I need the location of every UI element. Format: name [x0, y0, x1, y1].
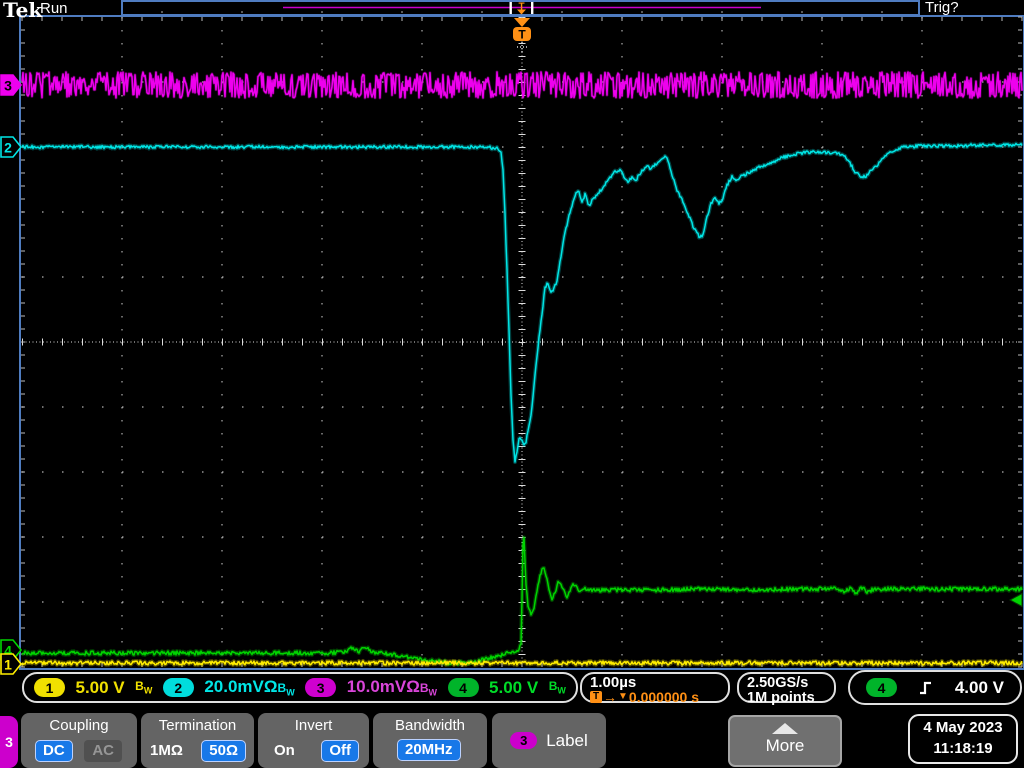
ch1-scale: 5.00 V — [76, 678, 125, 698]
tek-logo: Tek — [3, 0, 42, 22]
coupling-title: Coupling — [21, 717, 137, 734]
date: 4 May 2023 — [910, 716, 1016, 739]
time: 11:18:19 — [910, 739, 1016, 759]
termination-50ohm-button[interactable]: 50Ω — [201, 740, 246, 762]
channel-readout-bar: 1 5.00 V BW 2 20.0mVΩBW 3 10.0mVΩBW 4 5.… — [22, 672, 578, 703]
rising-edge-icon — [919, 680, 933, 696]
trigger-source-badge: 4 — [866, 678, 897, 697]
timebase-scale: 1.00µs — [590, 676, 720, 690]
ch1-bandwidth-limit-icon: BW — [135, 679, 152, 695]
bandwidth-20mhz-button[interactable]: 20MHz — [397, 739, 461, 761]
ch2-bandwidth-limit-icon: BW — [278, 681, 295, 695]
label-button: Label — [546, 731, 588, 751]
ch3-scale: 10.0mVΩBW — [347, 677, 437, 697]
sample-rate: 2.50GS/s — [747, 676, 826, 690]
ch2-readout-badge: 2 — [163, 678, 194, 697]
coupling-dc-button[interactable]: DC — [35, 740, 73, 762]
ch4-bandwidth-limit-icon: BW — [549, 679, 566, 695]
ch4-trace — [22, 538, 1022, 665]
ch2-trace — [22, 144, 1022, 462]
ch3-trace — [22, 72, 1022, 98]
more-label: More — [730, 736, 840, 756]
trigger-status: Trig? — [925, 0, 959, 16]
acquisition-status: Run — [40, 0, 68, 17]
svg-text:T: T — [518, 28, 526, 42]
trigger-level-arrow — [1010, 594, 1022, 607]
oscilloscope-screen: T 3 2 4 1 T Tek Run Trig? 1 5.00 V BW 2 20.0m… — [0, 0, 1024, 768]
ch4-scale: 5.00 V — [489, 678, 538, 698]
trigger-position-readout: T→▼0.000000 s — [590, 690, 720, 704]
label-ch3-badge: 3 — [510, 732, 537, 749]
ch2-scale: 20.0mVΩBW — [204, 677, 294, 697]
channel3-menu-tab: 3 — [0, 716, 18, 768]
ch1-readout-badge: 1 — [34, 678, 65, 697]
trigger-position-marker: T — [513, 18, 531, 52]
termination-title: Termination — [141, 717, 254, 734]
record-length: 1M points — [747, 691, 826, 705]
trigger-readout: 4 4.00 V — [848, 670, 1022, 705]
invert-title: Invert — [258, 717, 369, 734]
svg-text:1: 1 — [4, 657, 12, 673]
datetime-box: 4 May 2023 11:18:19 — [908, 714, 1018, 764]
up-triangle-icon — [772, 723, 798, 734]
invert-panel: Invert On Off — [258, 713, 369, 768]
arrow-icon: → — [603, 690, 617, 704]
termination-panel: Termination 1MΩ 50Ω — [141, 713, 254, 768]
invert-on-button[interactable]: On — [274, 740, 295, 762]
svg-text:2: 2 — [4, 140, 12, 156]
ch2-position-marker: 2 — [1, 137, 21, 157]
trigger-t-icon: T — [590, 691, 602, 703]
ch1-position-marker: 1 — [1, 654, 21, 674]
svg-text:3: 3 — [4, 78, 12, 94]
ch1-trace — [22, 661, 1022, 665]
coupling-panel: Coupling DC AC — [21, 713, 137, 768]
ch4-readout-badge: 4 — [448, 678, 479, 697]
invert-off-button[interactable]: Off — [321, 740, 359, 762]
horizontal-readout: 1.00µs T→▼0.000000 s — [580, 672, 730, 703]
label-panel[interactable]: 3 Label — [492, 713, 606, 768]
more-button[interactable]: More — [728, 715, 842, 767]
coupling-ac-button[interactable]: AC — [84, 740, 122, 762]
termination-1m-button[interactable]: 1MΩ — [150, 740, 183, 762]
bandwidth-title: Bandwidth — [373, 717, 487, 734]
down-triangle-icon: ▼ — [618, 690, 628, 704]
waveform-display: T 3 2 4 1 T — [0, 0, 1024, 768]
trigger-level: 4.00 V — [955, 678, 1004, 698]
ch3-readout-badge: 3 — [305, 678, 336, 697]
bandwidth-panel: Bandwidth 20MHz — [373, 713, 487, 768]
acquisition-preview-bar: T — [122, 1, 919, 15]
ch3-bandwidth-limit-icon: BW — [420, 681, 437, 695]
acquisition-readout: 2.50GS/s 1M points — [737, 672, 836, 703]
ch3-position-marker: 3 — [1, 75, 21, 95]
